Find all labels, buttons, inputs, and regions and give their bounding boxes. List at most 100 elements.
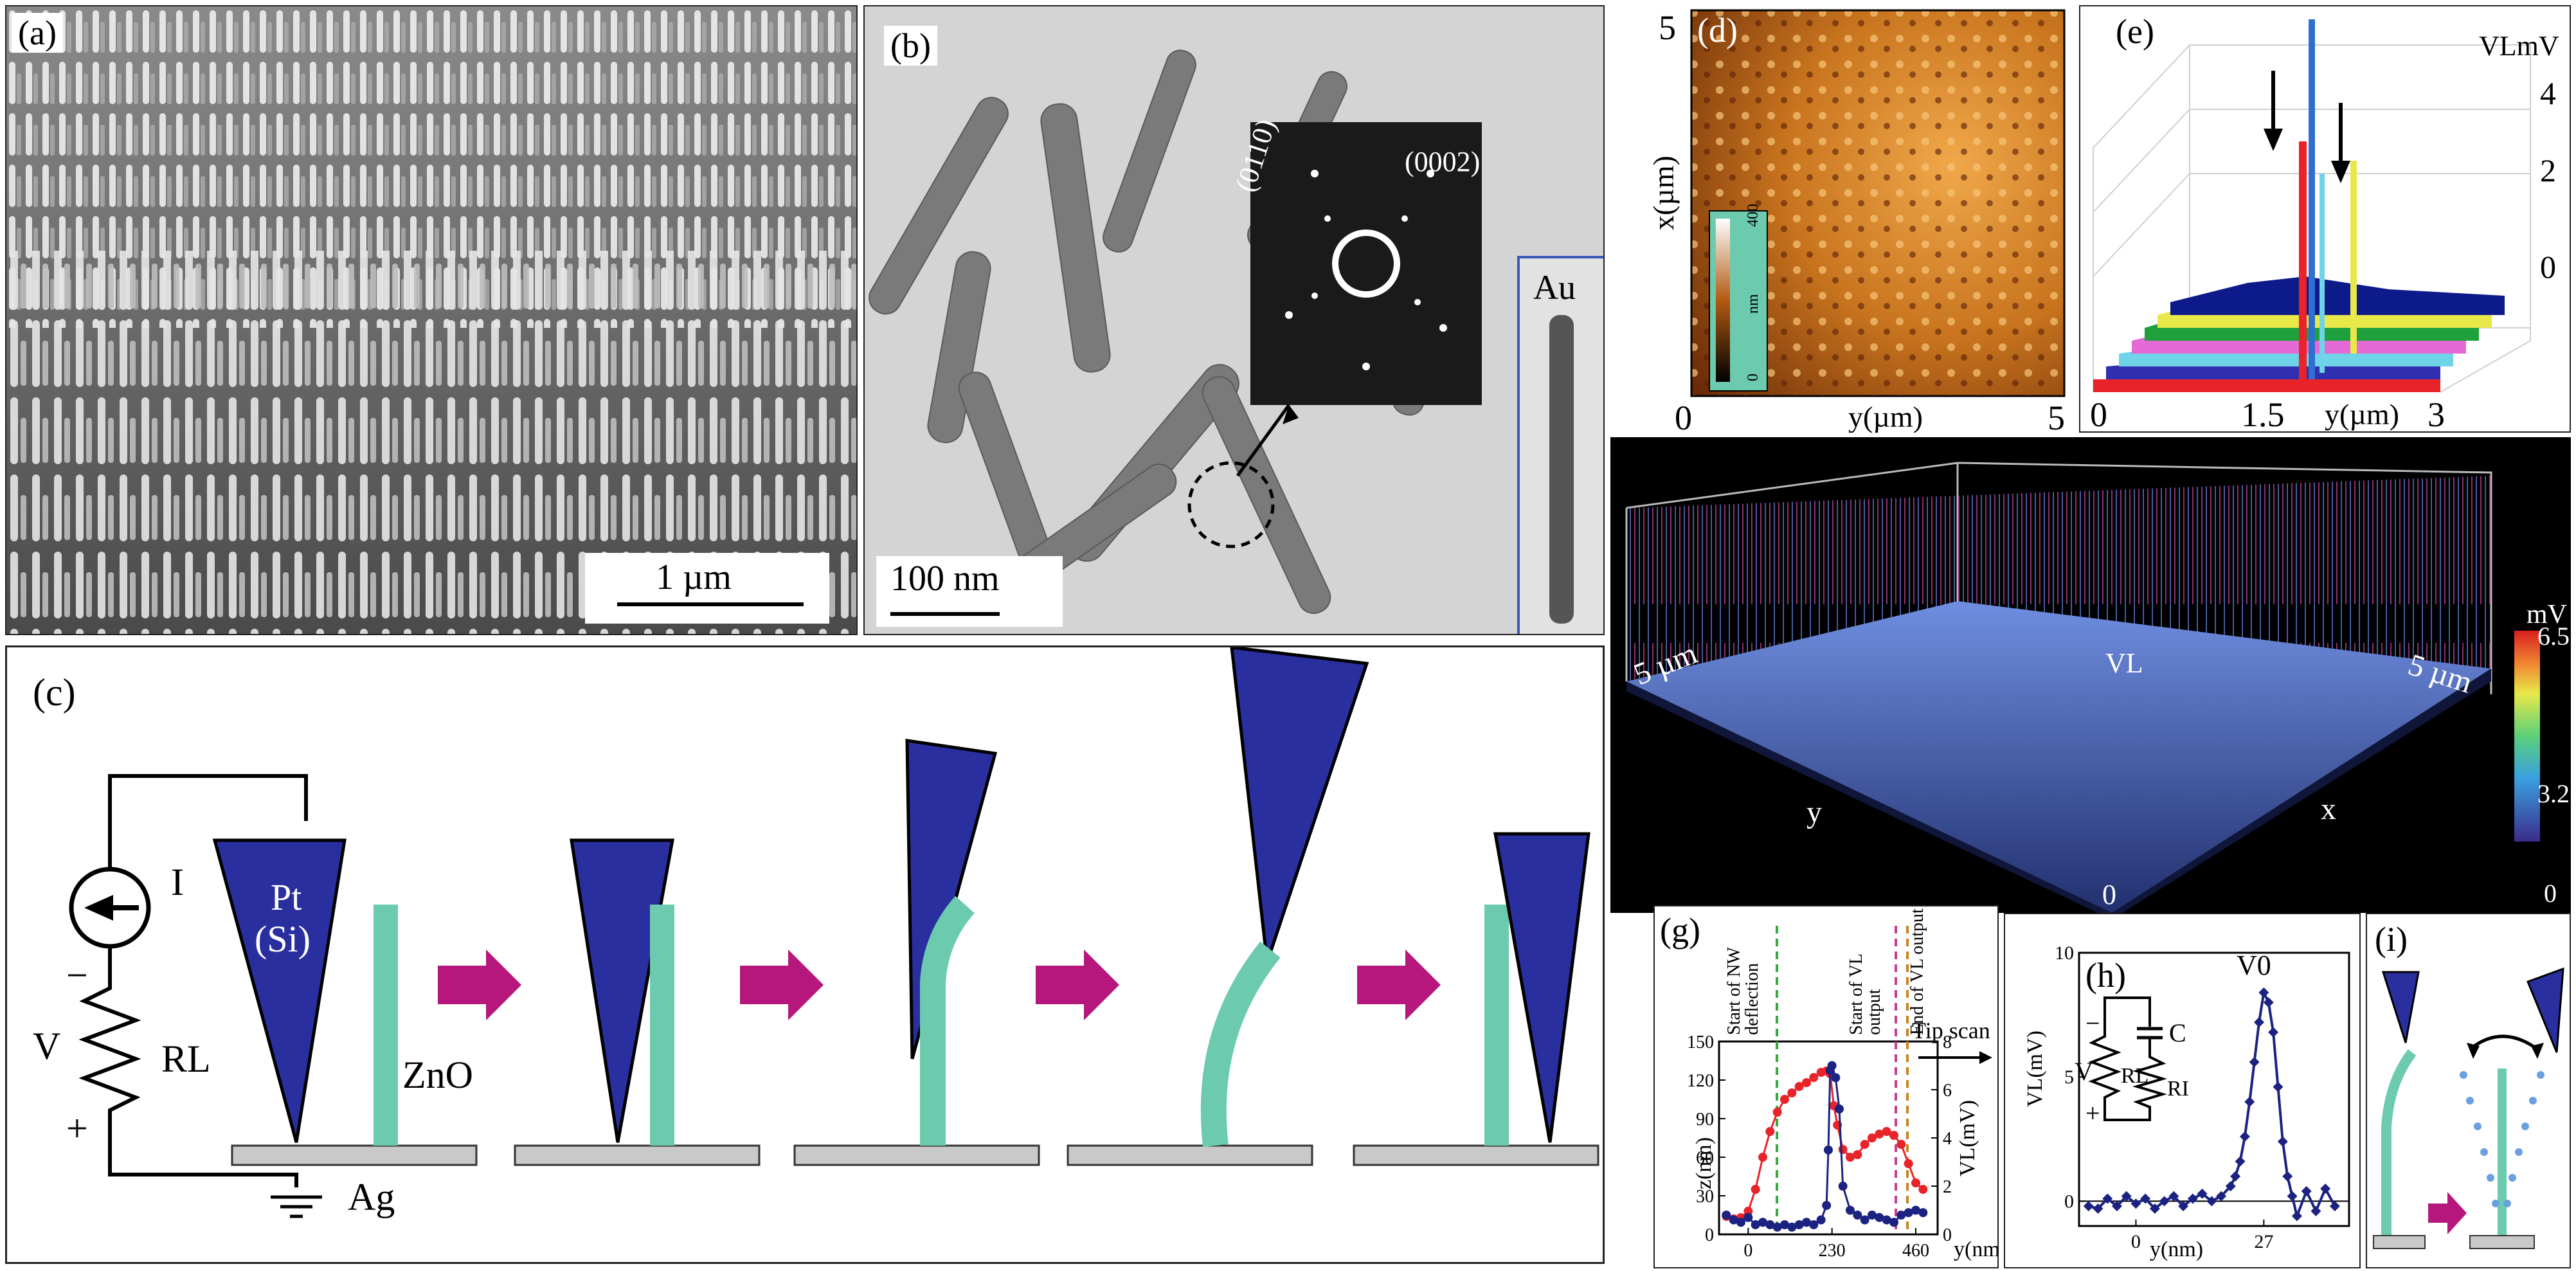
g-data-point <box>1787 1222 1797 1232</box>
panel-f-label: (f) <box>1626 445 1661 483</box>
g-right-tick-label: 0 <box>1943 1225 1952 1245</box>
f-vl-label: VL <box>2105 647 2143 679</box>
g-annot-start-vl: Start of VL output <box>1846 954 1884 1035</box>
g-data-point <box>1765 1127 1775 1136</box>
g-data-point <box>1827 1061 1837 1070</box>
g-left-tick-label: 150 <box>1687 1032 1714 1052</box>
g-data-point <box>1889 1218 1898 1227</box>
h-data-point <box>2216 1191 2227 1202</box>
panel-g-label: (g) <box>1660 911 1700 950</box>
sem-image <box>6 6 856 634</box>
e-x-tick-1-5: 1.5 <box>2241 395 2285 433</box>
h-data-point <box>2263 997 2274 1008</box>
nanowire-label: ZnO <box>402 1054 473 1096</box>
g-data-point <box>1911 1178 1920 1187</box>
e-x-axis-label: y(µm) <box>2325 398 2399 431</box>
h-data-point <box>2320 1184 2331 1194</box>
g-series-line <box>1725 1070 1924 1220</box>
h-series-line <box>2088 988 2336 1221</box>
g-data-point <box>1875 1130 1884 1139</box>
h-y-tick-label: 5 <box>2064 1067 2074 1088</box>
panel-f: (f) 5 µm 5 µm y x VL 0 mV 6.5 3.2 0 <box>1610 437 2571 913</box>
h-data-point <box>2168 1191 2179 1202</box>
h-data-point <box>2254 1017 2264 1028</box>
panel-a: (a) 1 µm <box>5 5 858 635</box>
h-y-tick-label: 10 <box>2055 942 2074 964</box>
minus-sign: − <box>66 954 88 996</box>
panel-b: (b) (0110) (0002) Au 100 nm <box>863 5 1605 635</box>
d-y-top-tick: 5 <box>1659 8 1676 47</box>
h-data-point <box>2273 1081 2283 1092</box>
h-data-point <box>2329 1201 2340 1212</box>
g-data-point <box>1882 1215 1891 1225</box>
substrate-label: Ag <box>348 1176 395 1218</box>
g-data-point <box>1794 1082 1804 1091</box>
e-z-tick-2: 2 <box>2540 152 2556 188</box>
h-data-point <box>2187 1193 2198 1204</box>
h-circuit-rl: RL <box>2121 1064 2149 1088</box>
g-data-point <box>1868 1211 1877 1220</box>
g-left-tick-label: 90 <box>1696 1110 1714 1130</box>
g-left-tick-label: 60 <box>1696 1148 1714 1168</box>
panel-g: 0 30 60 90 120 150 0 2 4 6 8 0 230 460 (g) Start of N… <box>1653 905 1999 1268</box>
h-data-point <box>2287 1191 2298 1202</box>
g-data-point <box>1780 1220 1789 1229</box>
afm-topography <box>1610 5 2074 433</box>
bending-cartoon <box>2373 967 2564 1249</box>
h-data-point <box>2149 1203 2160 1214</box>
e-x-tick-0: 0 <box>2090 395 2107 433</box>
h-data-point <box>2206 1196 2217 1207</box>
h-y-tick-label: 0 <box>2064 1191 2074 1212</box>
g-data-point <box>1772 1108 1782 1117</box>
voltage-label: V <box>33 1025 61 1067</box>
h-x-axis-label: y(nm) <box>2150 1238 2204 1261</box>
d-colorbar-max: 400 <box>1745 204 1761 227</box>
g-data-point <box>1846 1205 1855 1215</box>
panel-b-label: (b) <box>884 26 937 66</box>
g-data-point <box>1758 1218 1767 1227</box>
h-circuit-ri: RI <box>2167 1077 2189 1101</box>
chart-g: 0 30 60 90 120 150 0 2 4 6 8 0 230 460 <box>1687 926 1992 1261</box>
schematic <box>69 647 1599 1218</box>
f-colorbar-unit: mV <box>2526 600 2567 629</box>
g-data-point <box>1896 1211 1906 1220</box>
h-data-point <box>2121 1191 2132 1202</box>
g-right-tick-label: 4 <box>1943 1129 1952 1149</box>
panel-i-label: (i) <box>2375 920 2408 959</box>
g-data-point <box>1918 1185 1928 1194</box>
f-colorbar-max: 6.5 <box>2537 622 2570 651</box>
h-data-point <box>2178 1201 2189 1212</box>
g-data-point <box>1868 1133 1877 1142</box>
g-data-point <box>1794 1220 1804 1229</box>
h-data-point <box>2159 1196 2170 1207</box>
g-data-point <box>1918 1208 1928 1218</box>
d-zero-tick: 0 <box>1675 399 1692 433</box>
e-z-tick-0: 0 <box>2540 249 2556 285</box>
g-tip-scan-label: Tip scan <box>1912 1018 1990 1043</box>
g-left-axis-label: z(nm) <box>1692 1137 1716 1189</box>
g-data-point <box>1802 1078 1811 1087</box>
d-y-axis-label: x(µm) <box>1647 156 1680 230</box>
g-data-point <box>1751 1185 1760 1194</box>
h-y-axis-label: VL(mV) <box>2023 1031 2047 1107</box>
h-circuit-plus: + <box>2085 1099 2100 1128</box>
g-data-point <box>1860 1215 1869 1225</box>
g-data-point <box>1904 1208 1913 1218</box>
g-right-tick-label: 6 <box>1943 1081 1952 1101</box>
h-data-point <box>2268 1027 2279 1038</box>
panel-e-label: (e) <box>2116 12 2154 51</box>
g-left-tick-label: 30 <box>1696 1187 1714 1207</box>
panel-h-label: (h) <box>2085 956 2126 995</box>
h-circuit-minus: − <box>2085 1009 2100 1038</box>
tip-label-pt: Pt <box>271 876 302 918</box>
g-data-point <box>1896 1140 1906 1149</box>
g-data-point <box>1860 1140 1869 1149</box>
g-right-tick-label: 8 <box>1943 1032 1952 1052</box>
h-data-point <box>2310 1205 2321 1216</box>
h-data-point <box>2277 1136 2288 1147</box>
g-data-point <box>1729 1215 1738 1225</box>
e-z-tick-4: 4 <box>2540 75 2556 111</box>
h-data-point <box>2111 1201 2122 1212</box>
g-x-tick-label: 230 <box>1819 1241 1846 1261</box>
g-data-point <box>1736 1218 1745 1227</box>
